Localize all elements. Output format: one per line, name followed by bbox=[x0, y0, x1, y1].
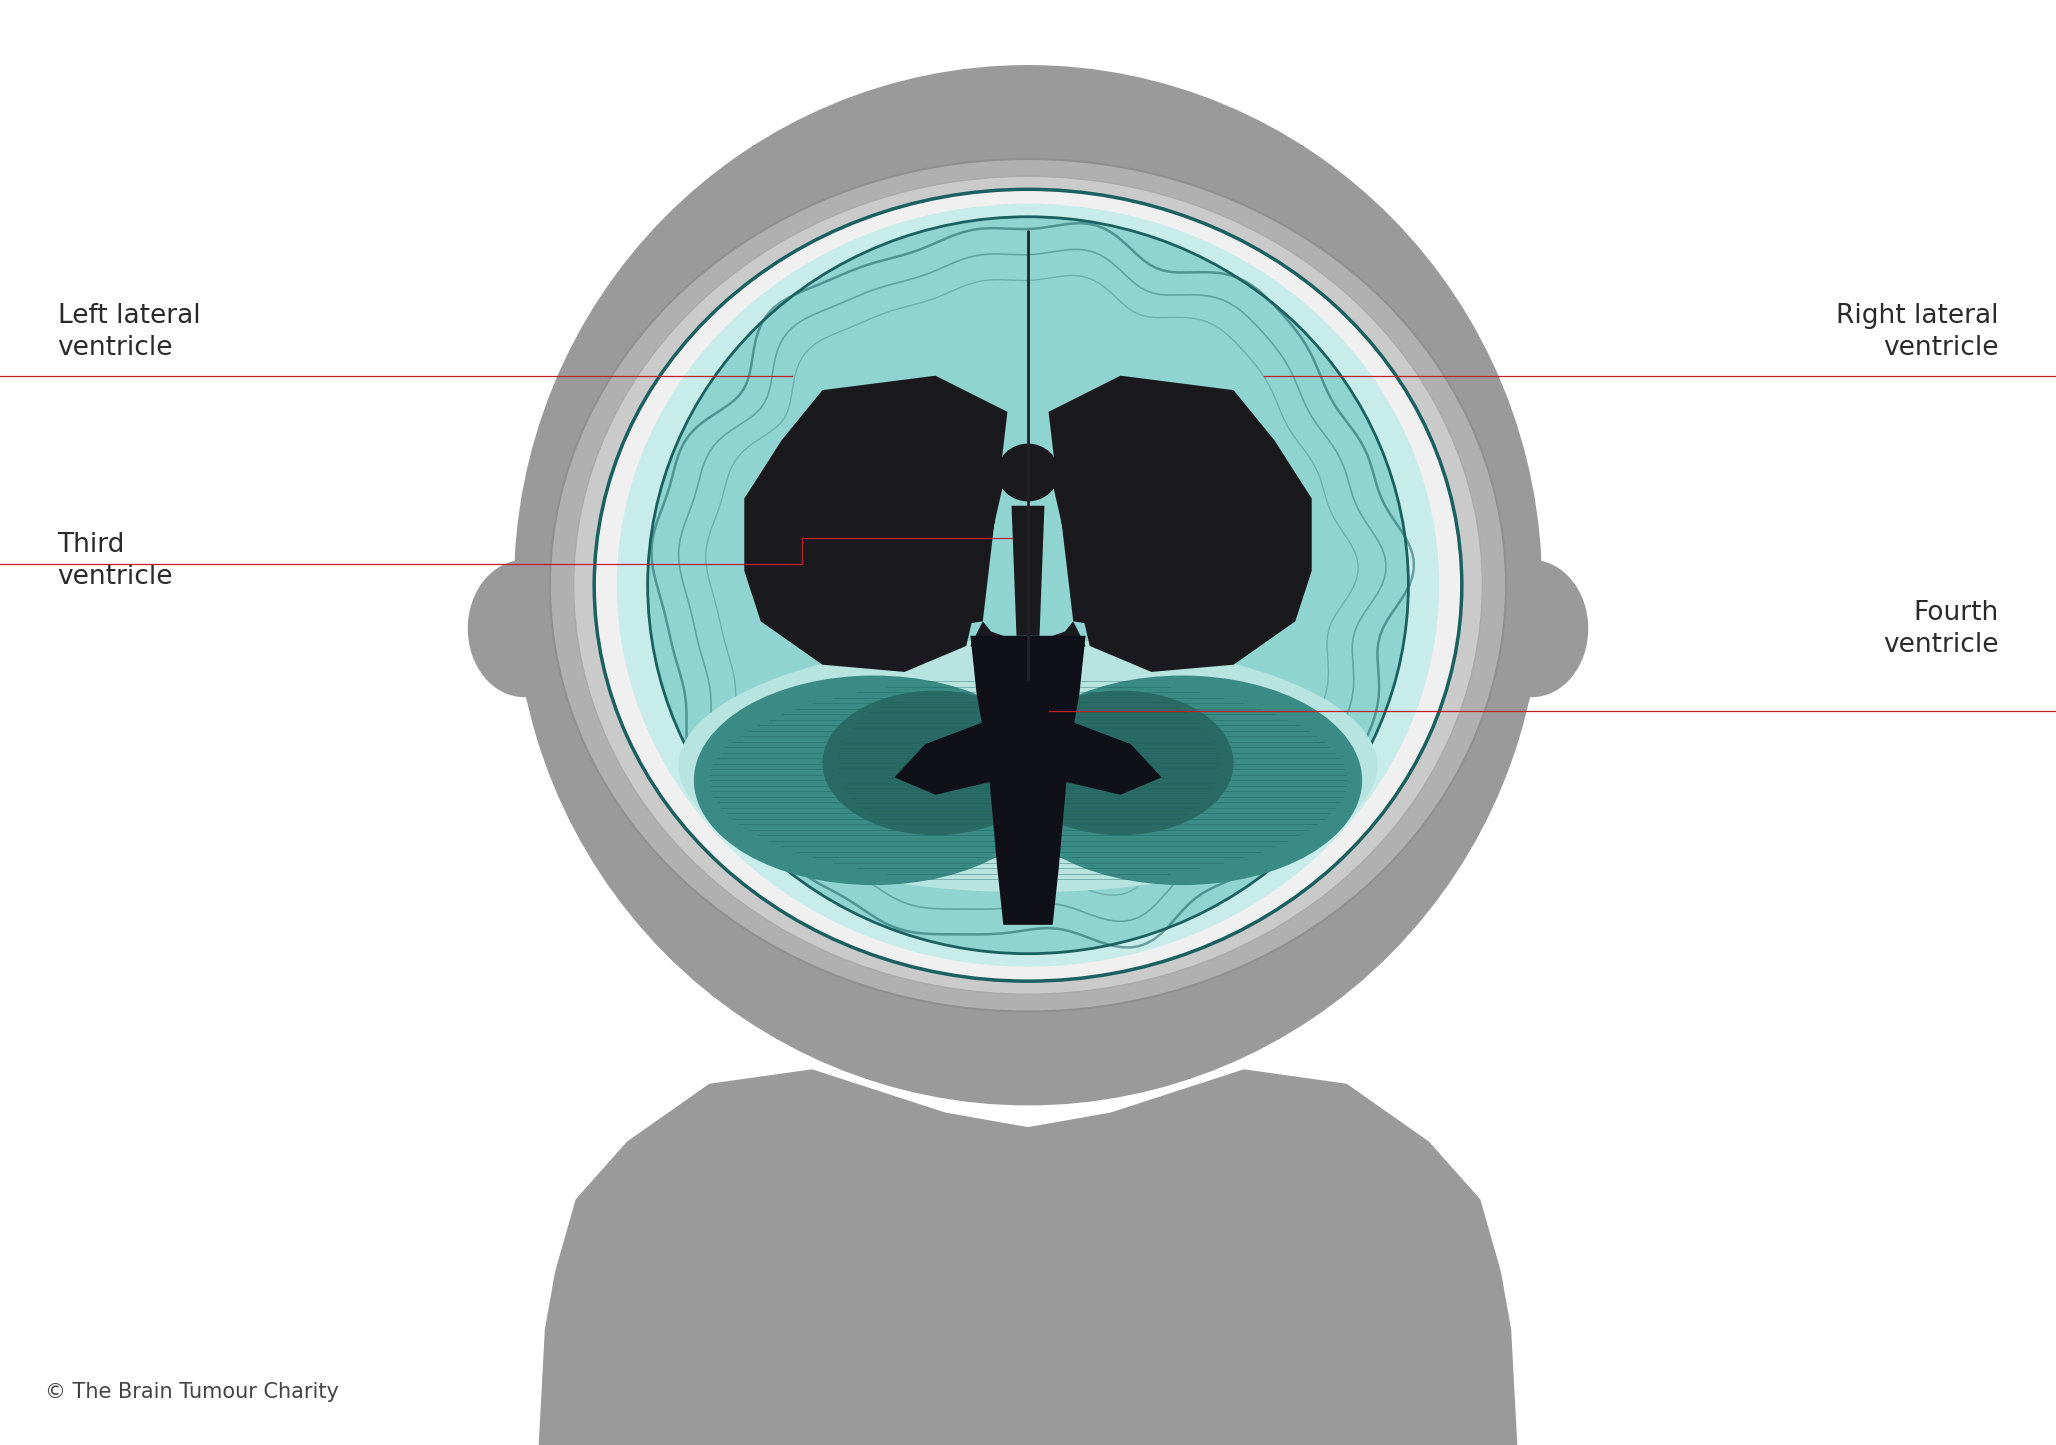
Ellipse shape bbox=[648, 217, 1408, 954]
Polygon shape bbox=[1036, 621, 1086, 665]
Polygon shape bbox=[970, 636, 1086, 925]
Ellipse shape bbox=[551, 159, 1505, 1012]
Text: © The Brain Tumour Charity: © The Brain Tumour Charity bbox=[45, 1381, 339, 1402]
Ellipse shape bbox=[594, 189, 1462, 981]
Text: Third
ventricle: Third ventricle bbox=[58, 532, 173, 590]
Polygon shape bbox=[1049, 376, 1312, 672]
Ellipse shape bbox=[678, 639, 1378, 893]
Polygon shape bbox=[1012, 506, 1044, 636]
Ellipse shape bbox=[1001, 676, 1361, 884]
Ellipse shape bbox=[997, 444, 1059, 501]
Ellipse shape bbox=[467, 561, 580, 698]
Polygon shape bbox=[970, 621, 1020, 665]
Ellipse shape bbox=[1007, 691, 1234, 835]
Ellipse shape bbox=[574, 176, 1482, 994]
Ellipse shape bbox=[617, 204, 1439, 967]
Ellipse shape bbox=[1476, 561, 1587, 698]
Ellipse shape bbox=[693, 676, 1053, 884]
Text: Fourth
ventricle: Fourth ventricle bbox=[1883, 600, 1998, 657]
Ellipse shape bbox=[514, 65, 1542, 1105]
Polygon shape bbox=[539, 1069, 1517, 1445]
Polygon shape bbox=[744, 376, 1007, 672]
Text: Right lateral
ventricle: Right lateral ventricle bbox=[1836, 303, 1998, 361]
Ellipse shape bbox=[822, 691, 1049, 835]
Polygon shape bbox=[894, 705, 1162, 795]
Text: Left lateral
ventricle: Left lateral ventricle bbox=[58, 303, 199, 361]
